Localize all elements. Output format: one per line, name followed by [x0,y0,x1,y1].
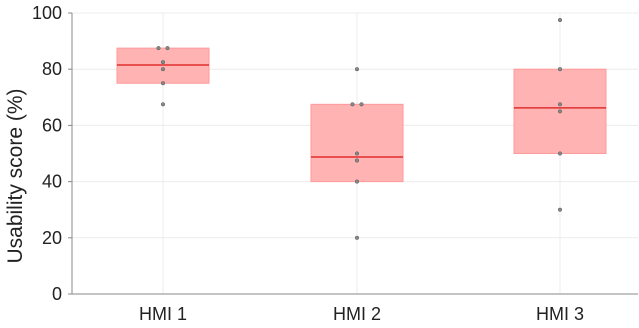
data-point [557,151,563,156]
data-point [354,179,360,184]
x-tick-label: HMI 1 [139,304,187,324]
y-tick-label: 20 [42,228,62,248]
data-point [557,102,563,107]
data-point [160,102,166,107]
data-point [350,102,355,107]
x-tick-label: HMI 3 [536,304,584,324]
axes [71,13,638,295]
y-axis-label: Usability score (%) [4,88,27,263]
y-tick-label: 60 [42,115,62,135]
data-point [557,17,563,23]
y-tick-labels: 0 20 40 60 80 100 [32,3,72,304]
data-point [156,46,161,51]
data-point [557,67,563,72]
data-point [160,67,166,72]
data-point [557,207,563,212]
x-tick-label: HMI 2 [333,304,381,324]
data-point [160,60,166,65]
y-tick-label: 0 [52,284,62,304]
data-point [160,81,166,86]
data-point [557,109,563,114]
data-point [165,46,170,51]
data-point [359,102,364,107]
boxes [116,17,607,240]
data-point [354,235,360,240]
y-tick-label: 100 [32,3,62,23]
data-point [354,151,360,156]
data-point [354,67,360,72]
box-2 [310,103,404,183]
data-point [354,158,360,163]
y-tick-label: 40 [42,172,62,192]
y-tick-label: 80 [42,59,62,79]
x-tick-labels: HMI 1 HMI 2 HMI 3 [139,304,584,324]
